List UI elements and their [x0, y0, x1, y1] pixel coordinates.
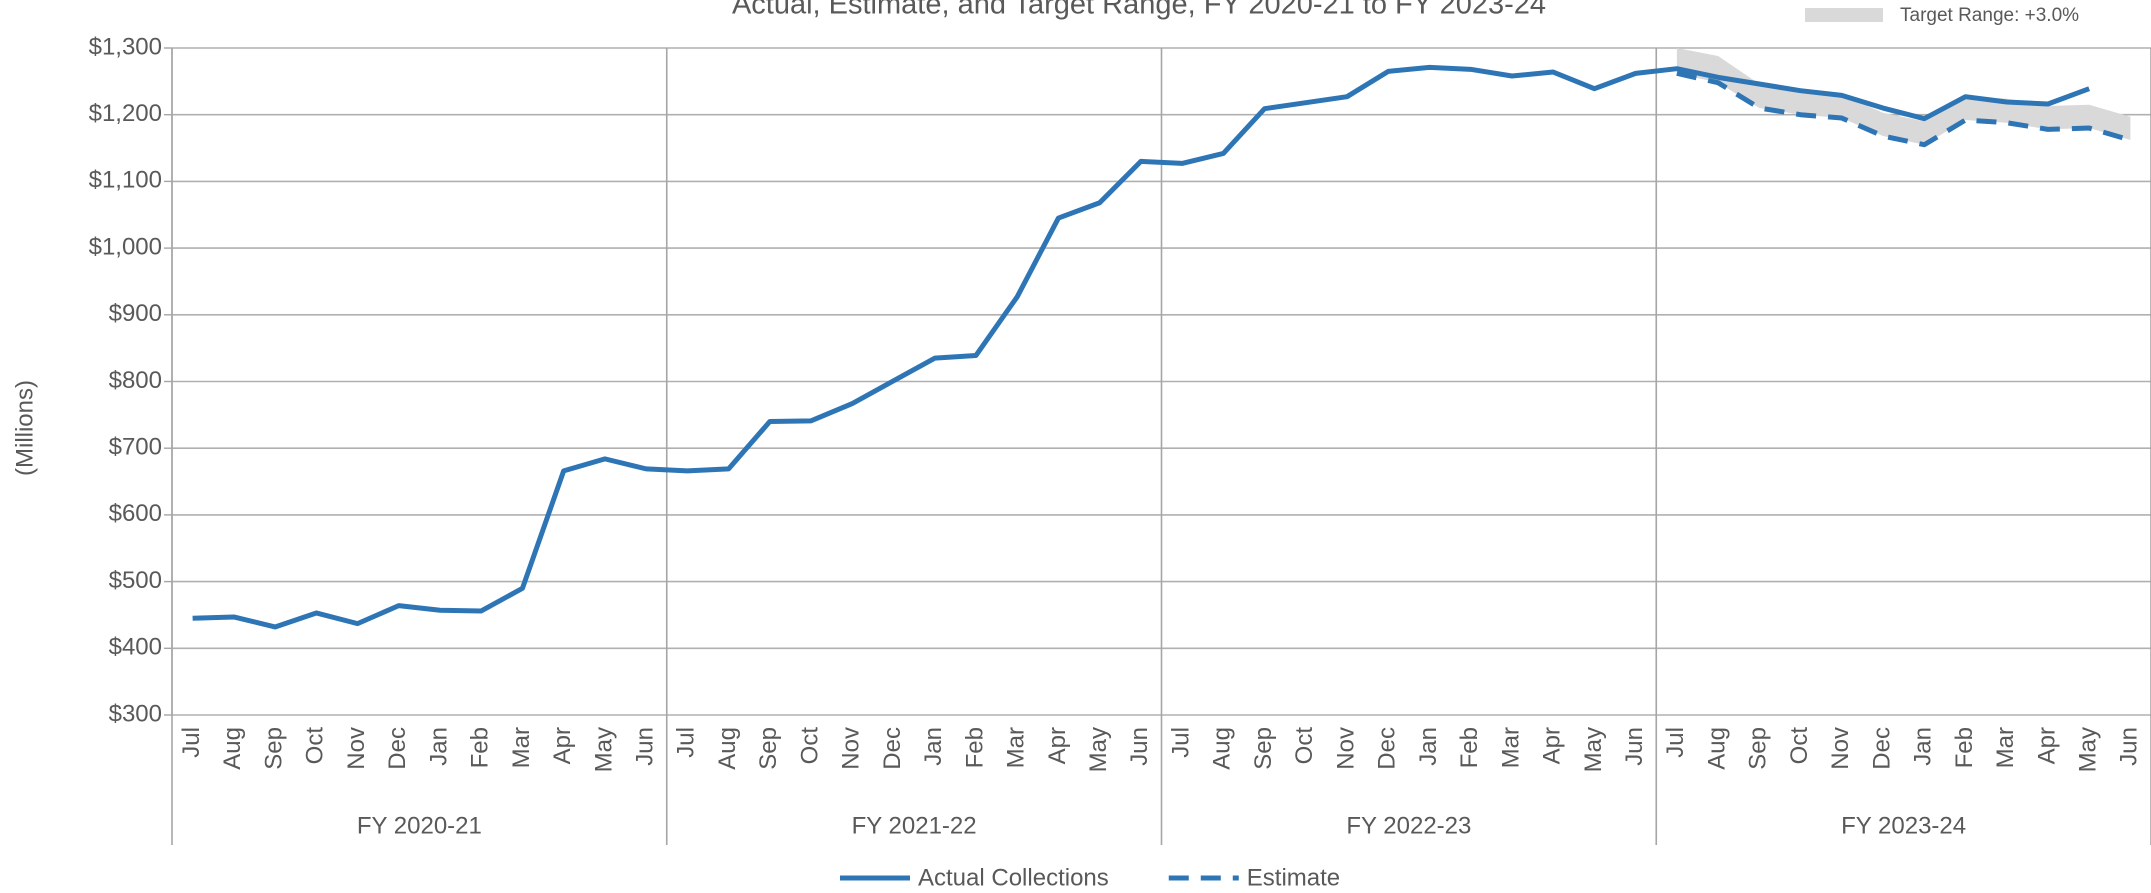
x-tick-label: Apr — [1044, 727, 1071, 764]
group-label: FY 2021-22 — [852, 812, 977, 839]
x-tick-label: Aug — [714, 727, 741, 770]
x-tick-label: May — [1085, 727, 1112, 772]
x-tick-label: Sep — [755, 727, 782, 770]
x-tick-label: Jan — [920, 727, 947, 766]
x-tick-label: Jan — [1910, 727, 1937, 766]
x-tick-label: Aug — [1209, 727, 1236, 770]
y-tick-label: $1,000 — [89, 233, 162, 260]
x-tick-label: Dec — [1374, 727, 1401, 770]
x-tick-label: Jan — [425, 727, 452, 766]
y-tick-label: $1,100 — [89, 167, 162, 194]
actual-line — [192, 64, 2091, 630]
x-tick-label: Nov — [343, 727, 370, 770]
x-tick-label: Feb — [1951, 727, 1978, 768]
x-tick-label: Aug — [1703, 727, 1730, 770]
x-tick-label: Feb — [961, 727, 988, 768]
group-label: FY 2022-23 — [1346, 812, 1471, 839]
x-tick-label: May — [590, 727, 617, 772]
x-tick-label: Oct — [1291, 727, 1318, 765]
x-tick-label: Nov — [1332, 727, 1359, 770]
x-tick-label: Nov — [838, 727, 865, 770]
x-tick-label: Dec — [384, 727, 411, 770]
x-tick-label: Apr — [2033, 727, 2060, 764]
group-label: FY 2020-21 — [357, 812, 482, 839]
x-tick-label: Jul — [178, 727, 205, 758]
y-tick-label: $1,200 — [89, 100, 162, 127]
x-tick-label: Jan — [1415, 727, 1442, 766]
x-tick-label: Jul — [673, 727, 700, 758]
y-tick-label: $1,300 — [89, 33, 162, 60]
x-tick-label: Nov — [1827, 727, 1854, 770]
x-tick-label: Dec — [1868, 727, 1895, 770]
x-tick-label: Mar — [1497, 727, 1524, 768]
x-tick-label: Feb — [467, 727, 494, 768]
x-tick-label: Sep — [260, 727, 287, 770]
y-tick-label: $600 — [109, 500, 162, 527]
y-tick-label: $700 — [109, 434, 162, 461]
x-tick-label: Mar — [1992, 727, 2019, 768]
x-tick-label: Oct — [302, 727, 329, 765]
x-tick-label: Apr — [549, 727, 576, 764]
target-band — [1676, 48, 2131, 145]
x-tick-label: Oct — [796, 727, 823, 765]
x-tick-label: Feb — [1456, 727, 1483, 768]
y-tick-label: $500 — [109, 567, 162, 594]
x-tick-label: Jul — [1167, 727, 1194, 758]
x-tick-label: Jun — [1621, 727, 1648, 766]
x-tick-label: Mar — [508, 727, 535, 768]
x-tick-label: Mar — [1003, 727, 1030, 768]
x-tick-label: Jul — [1662, 727, 1689, 758]
x-tick-label: Jun — [1126, 727, 1153, 766]
y-tick-label: $900 — [109, 300, 162, 327]
x-tick-label: Apr — [1539, 727, 1566, 764]
group-label: FY 2023-24 — [1841, 812, 1966, 839]
x-tick-label: Sep — [1745, 727, 1772, 770]
legend-label: Actual Collections — [918, 864, 1109, 891]
legend-label: Estimate — [1247, 864, 1340, 891]
x-tick-label: Dec — [879, 727, 906, 770]
x-tick-label: Jun — [631, 727, 658, 766]
y-axis-label: (Millions) — [11, 380, 38, 476]
x-tick-label: Sep — [1250, 727, 1277, 770]
x-tick-label: Jun — [2116, 727, 2143, 766]
chart-title: Actual, Estimate, and Target Range, FY 2… — [732, 0, 1546, 21]
x-tick-label: Aug — [219, 727, 246, 770]
estimate-line — [1676, 70, 2132, 148]
y-tick-label: $300 — [109, 700, 162, 727]
y-tick-label: $400 — [109, 634, 162, 661]
x-tick-label: May — [2075, 727, 2102, 772]
legend-label: Target Range: +3.0% — [1900, 5, 2079, 26]
y-tick-label: $800 — [109, 367, 162, 394]
legend-swatch — [1805, 8, 1883, 22]
x-tick-label: May — [1580, 727, 1607, 772]
x-tick-label: Oct — [1786, 727, 1813, 765]
